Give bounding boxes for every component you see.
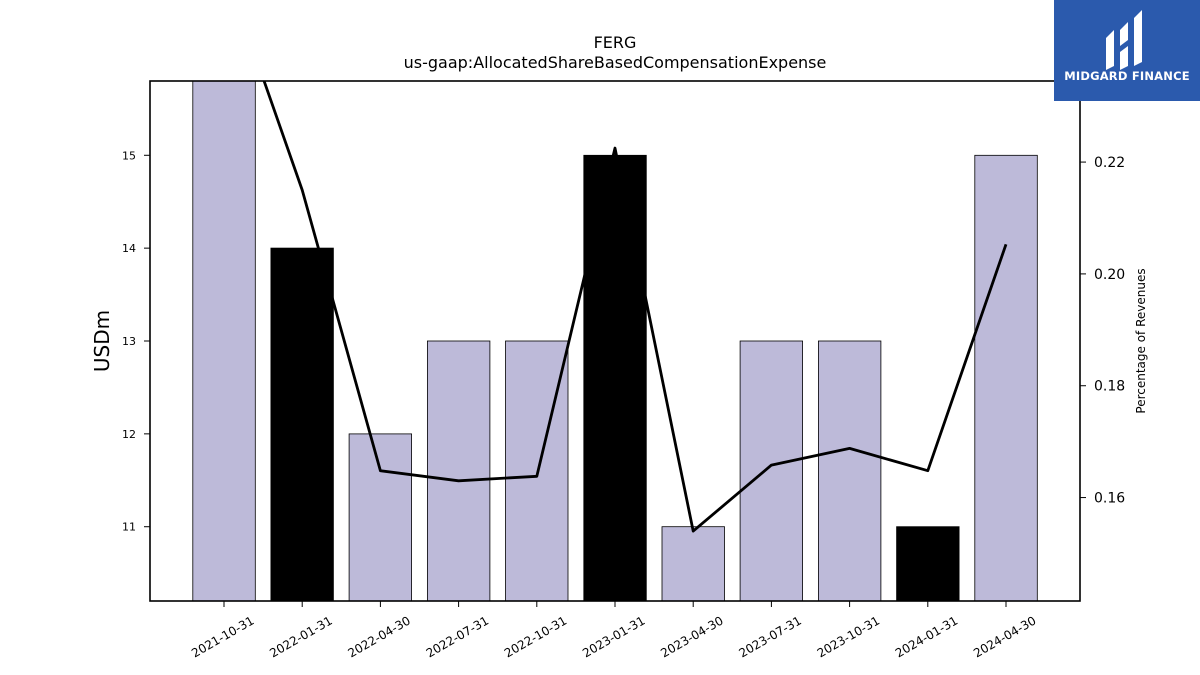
- x-tick-label: 2022-01-31: [267, 613, 334, 660]
- y-axis-right: 0.16 0.18 0.20 0.22: [1080, 155, 1125, 507]
- logo-text: MIDGARD FINANCE: [1064, 69, 1190, 83]
- y2-tick-label: 0.22: [1094, 155, 1125, 171]
- bar-2023-01-31: [583, 154, 647, 601]
- x-tick-label: 2024-01-31: [893, 613, 960, 660]
- bar-2024-01-31: [896, 526, 960, 601]
- x-tick-label: 2022-04-30: [345, 613, 412, 660]
- x-tick-label: 2023-07-31: [736, 613, 803, 660]
- y2-axis-label: Percentage of Revenues: [1134, 268, 1148, 413]
- y2-tick-label: 0.20: [1094, 267, 1125, 283]
- x-tick-label: 2023-01-31: [580, 613, 647, 660]
- chart-subtitle: us-gaap:AllocatedShareBasedCompensationE…: [404, 53, 827, 72]
- line-layer: [262, 81, 1008, 533]
- bar-2021-10-31: [192, 81, 256, 601]
- y-tick-label: 13: [122, 335, 136, 348]
- y-axis-label: USDm: [90, 310, 114, 372]
- x-tick-label: 2021-10-31: [189, 613, 256, 660]
- x-tick-label: 2022-10-31: [502, 613, 569, 660]
- x-tick-label: 2022-07-31: [424, 613, 491, 660]
- brand-logo: MIDGARD FINANCE: [1054, 0, 1200, 101]
- pct-revenue-line: [262, 81, 1008, 533]
- y-tick-label: 11: [122, 521, 136, 534]
- bar-2022-04-30: [348, 433, 413, 601]
- x-tick-label: 2024-04-30: [971, 613, 1038, 660]
- logo-icon: [1054, 0, 1200, 101]
- bar-2023-04-30: [661, 526, 725, 601]
- bar-2023-07-31: [739, 340, 803, 601]
- y-tick-label: 15: [122, 149, 136, 162]
- y-tick-label: 14: [122, 242, 136, 255]
- bars: [192, 81, 1038, 601]
- x-axis: 2021-10-31 2022-01-31 2022-04-30 2022-07-31…: [189, 601, 1039, 660]
- y-axis-left: 11 12 13 14 15: [122, 149, 150, 534]
- y2-tick-label: 0.16: [1094, 491, 1125, 507]
- bar-2023-10-31: [818, 340, 882, 601]
- bar-2022-07-31: [426, 340, 491, 601]
- y2-tick-label: 0.18: [1094, 379, 1125, 395]
- bar-2022-01-31: [270, 247, 334, 601]
- chart-title: FERG: [594, 33, 637, 52]
- x-tick-label: 2023-04-30: [658, 613, 725, 660]
- y-tick-label: 12: [122, 428, 136, 441]
- x-tick-label: 2023-10-31: [815, 613, 882, 660]
- bar-2024-04-30: [974, 154, 1038, 601]
